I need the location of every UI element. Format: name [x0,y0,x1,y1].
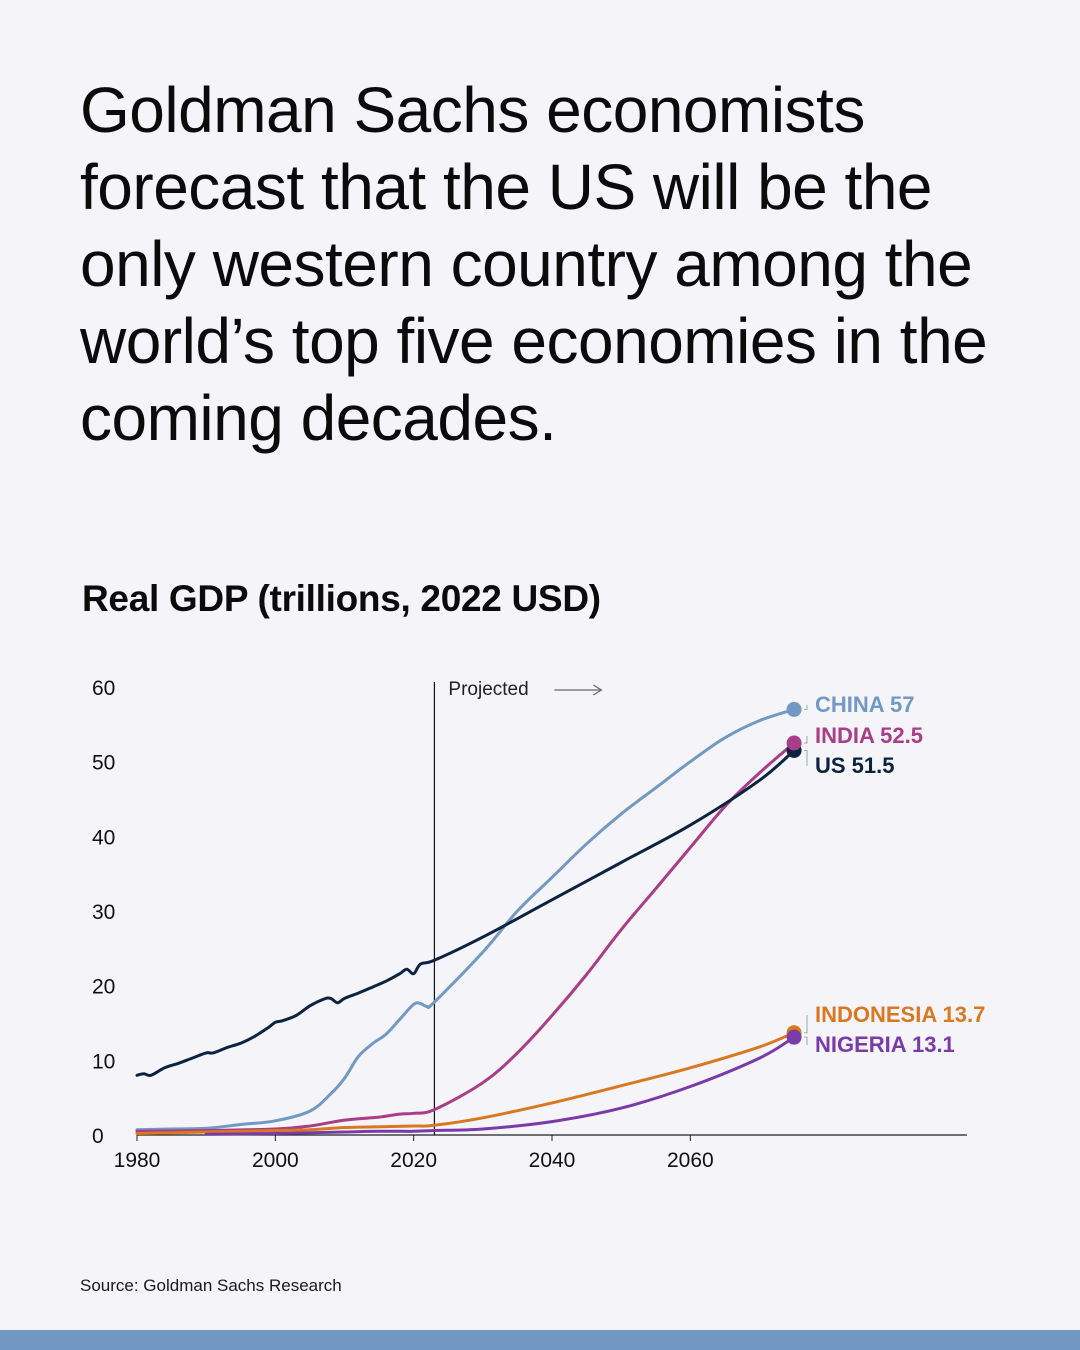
x-tick-label-2060: 2060 [667,1149,714,1172]
label-leader-us [804,749,808,766]
y-tick-label-30: 30 [92,901,115,924]
end-point-china [786,701,802,717]
end-point-nigeria [786,1029,802,1045]
series-line-indonesia [135,1031,796,1135]
y-tick-label-60: 60 [92,677,115,700]
series-label-us: US 51.5 [815,753,895,778]
headline: Goldman Sachs economists forecast that t… [80,74,988,454]
series-label-india: INDIA 52.5 [815,723,923,748]
series-label-china: CHINA 57 [815,692,914,717]
x-tick-label-2020: 2020 [390,1149,437,1172]
series-label-indonesia: INDONESIA 13.7 [815,1002,985,1027]
label-leader-india [804,736,808,744]
label-leader-nigeria [804,1036,808,1045]
series-line-india [135,741,796,1133]
series-line-us [135,749,796,1078]
y-tick-label-10: 10 [92,1050,115,1073]
chart-title: Real GDP (trillions, 2022 USD) [82,578,601,619]
series-line-china [135,707,796,1132]
y-tick-label-0: 0 [92,1125,104,1148]
gdp-line-chart: 0 10 20 30 40 50 60 1980 2000 2020 2040 2060 Project… [92,677,985,1172]
series-label-nigeria: NIGERIA 13.1 [815,1032,955,1057]
label-leader-indonesia [804,1015,808,1034]
projected-arrow-icon [593,684,603,696]
label-leader-china [804,705,808,710]
y-tick-label-40: 40 [92,826,115,849]
source-note: Source: Goldman Sachs Research [80,1276,342,1295]
y-tick-label-50: 50 [92,752,115,775]
series-line-nigeria [204,1035,796,1136]
y-tick-label-20: 20 [92,976,115,999]
end-point-india [786,735,802,751]
x-tick-label-2040: 2040 [529,1149,576,1172]
bottom-accent-bar [0,1330,1080,1350]
x-tick-label-2000: 2000 [252,1149,299,1172]
x-tick-label-1980: 1980 [114,1149,161,1172]
projected-label: Projected [448,679,528,700]
